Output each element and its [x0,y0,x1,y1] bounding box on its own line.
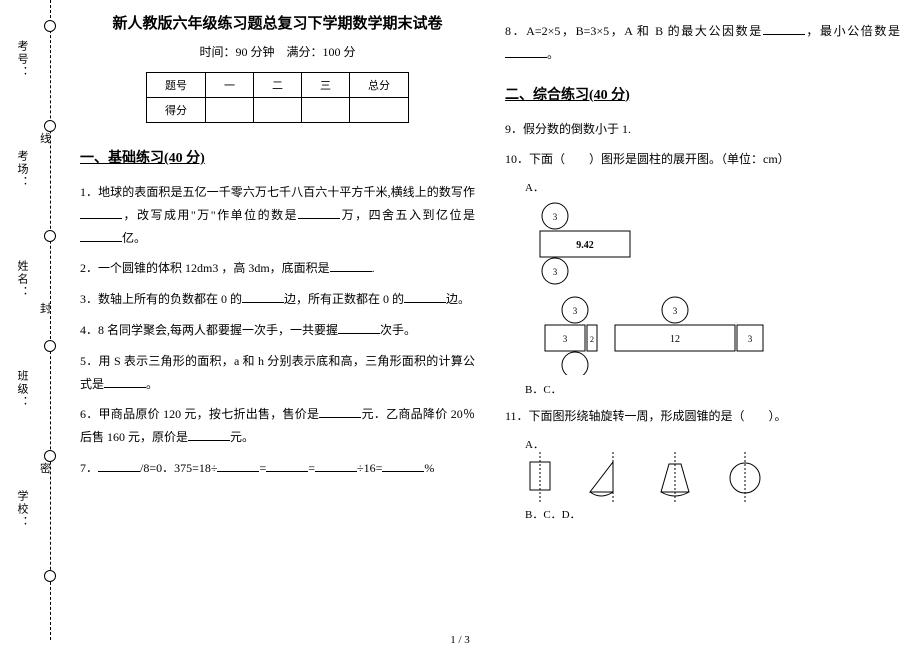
question-9: 9．假分数的倒数小于 1. [505,118,900,141]
svg-text:3: 3 [573,306,578,316]
shape-trapezoid-icon [655,452,695,502]
page-content: 新人教版六年级练习题总复习下学期数学期末试卷 时间：90 分钟 满分：100 分… [80,12,900,632]
option-bc-label: B．C． [525,381,900,397]
th-total: 总分 [350,73,409,98]
binding-hole [44,340,56,352]
question-4: 4．8 名同学聚会,每两人都要握一次手，一共要握次手。 [80,319,475,342]
question-5: 5．用 S 表示三角形的面积，a 和 h 分别表示底和高，三角形面积的计算公式是… [80,350,475,396]
th-1: 一 [206,73,254,98]
column-left: 新人教版六年级练习题总复习下学期数学期末试卷 时间：90 分钟 满分：100 分… [80,12,475,632]
shape-circle-icon [725,452,765,502]
score-table: 题号 一 二 三 总分 得分 [146,72,409,123]
question-3: 3．数轴上所有的负数都在 0 的边，所有正数都在 0 的边。 [80,288,475,311]
binding-label-class: 班级： [14,370,30,409]
binding-hole [44,230,56,242]
section-1-title: 一、基础练习(40 分) [80,147,475,167]
question-7: 7．/8=0．375=18÷==÷16=% [80,457,475,480]
table-row: 得分 [147,98,409,123]
svg-text:3: 3 [673,306,678,316]
svg-text:9.42: 9.42 [576,240,594,251]
rotation-figures [525,452,900,502]
question-8: 8．A=2×5，B=3×5，A 和 B 的最大公因数是，最小公倍数是。 [505,20,900,66]
th-num: 题号 [147,73,206,98]
binding-hole [44,570,56,582]
question-6: 6．甲商品原价 120 元，按七折出售，售价是元．乙商品降价 20％后售 160… [80,403,475,449]
question-10: 10．下面（ ）图形是圆柱的展开图。（单位：cm） [505,148,900,171]
shape-triangle-icon [585,452,625,502]
fullscore-label: 满分：100 分 [287,45,356,59]
binding-strip: 考号： 线 考场： 姓名： 封 班级： 密 学校： [0,0,72,640]
binding-dashes [50,0,51,640]
question-2: 2．一个圆锥的体积 12dm3 ，高 3dm，底面积是. [80,257,475,280]
binding-label-school: 学校： [14,490,30,529]
time-label: 时间：90 分钟 [199,45,274,59]
binding-hole [44,20,56,32]
binding-label-room: 考场： [14,150,30,189]
binding-seal-line: 线 [40,130,51,146]
binding-seal-mi: 密 [40,460,51,476]
svg-text:3: 3 [553,212,558,222]
option-bcd-label: B．C．D． [525,506,900,522]
td-blank [254,98,302,123]
question-1: 1．地球的表面积是五亿一千零六万七千八百六十平方千米,横线上的数写作，改写成用"… [80,181,475,249]
figure-option-bc: 3 3 3 2 12 3 [525,295,900,375]
exam-subtitle: 时间：90 分钟 满分：100 分 [80,43,475,60]
svg-text:2: 2 [590,335,594,344]
th-3: 三 [302,73,350,98]
option-a-label-2: A． [525,436,900,452]
page-footer: 1 / 3 [0,634,920,646]
td-blank [302,98,350,123]
binding-label-name: 姓名： [14,260,30,299]
table-row: 题号 一 二 三 总分 [147,73,409,98]
td-blank [206,98,254,123]
binding-seal-feng: 封 [40,300,51,316]
question-11: 11．下面图形绕轴旋转一周，形成圆锥的是（ ）。 [505,405,900,428]
shape-rect-icon [525,452,555,502]
section-2-title: 二、综合练习(40 分) [505,84,900,104]
td-blank [350,98,409,123]
td-score-label: 得分 [147,98,206,123]
svg-text:3: 3 [553,267,558,277]
svg-text:3: 3 [563,334,568,344]
binding-label-examid: 考号： [14,40,30,79]
figure-option-a: 3 9.42 3 [525,201,900,291]
svg-text:3: 3 [748,334,753,344]
svg-text:12: 12 [670,334,680,345]
option-a-label: A． [525,179,900,195]
column-right: 8．A=2×5，B=3×5，A 和 B 的最大公因数是，最小公倍数是。 二、综合… [505,12,900,632]
th-2: 二 [254,73,302,98]
exam-title: 新人教版六年级练习题总复习下学期数学期末试卷 [80,12,475,33]
